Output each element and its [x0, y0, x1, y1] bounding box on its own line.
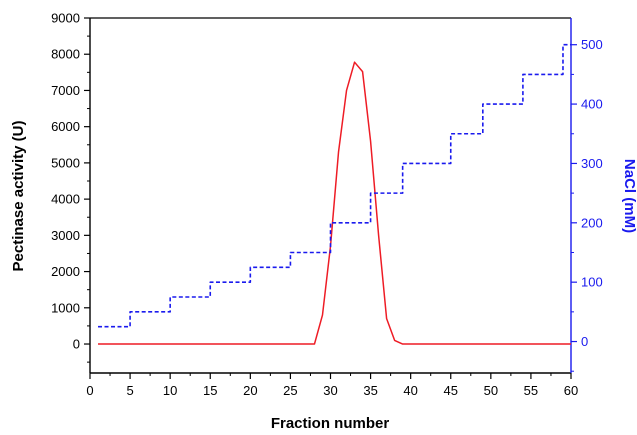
x-tick-label: 5 [126, 383, 133, 398]
x-tick-label: 40 [403, 383, 417, 398]
x-tick-label: 30 [323, 383, 337, 398]
x-axis: 0 5 10 15 20 25 30 35 40 45 50 55 60 [86, 373, 578, 398]
y-left-tick-label: 5000 [51, 155, 80, 170]
y-left-tick-label: 8000 [51, 47, 80, 62]
plot-frame [89, 17, 572, 374]
y-left-tick-label: 2000 [51, 264, 80, 279]
x-tick-label: 55 [524, 383, 538, 398]
x-axis-title: Fraction number [271, 415, 390, 432]
x-tick-label: 60 [564, 383, 578, 398]
y-left-tick-label: 4000 [51, 192, 80, 207]
x-tick-label: 15 [203, 383, 217, 398]
y-right-tick-label: 100 [581, 275, 603, 290]
y-left-tick-label: 6000 [51, 119, 80, 134]
y-axis-right-title: NaCl (mM) [621, 159, 637, 233]
y-left-tick-label: 3000 [51, 228, 80, 243]
y-right-tick-label: 400 [581, 97, 603, 112]
pectinase-activity-series [98, 61, 571, 345]
x-tick-label: 20 [243, 383, 257, 398]
series-layer [98, 43, 571, 345]
y-right-tick-label: 300 [581, 156, 603, 171]
y-left-tick-label: 9000 [51, 11, 80, 26]
y-left-tick-label: 1000 [51, 300, 80, 315]
x-tick-label: 45 [444, 383, 458, 398]
y-axis-left: 0 1000 2000 3000 4000 5000 6000 7000 8000 9000 [51, 11, 90, 363]
x-tick-label: 10 [163, 383, 177, 398]
y-right-tick-label: 500 [581, 37, 603, 52]
y-right-tick-label: 0 [581, 334, 588, 349]
y-left-tick-label: 7000 [51, 83, 80, 98]
nacl-gradient-series [98, 43, 571, 328]
y-axis-left-title: Pectinase activity (U) [10, 121, 27, 272]
y-axis-right: 0 100 200 300 400 500 [571, 37, 603, 372]
y-left-tick-label: 0 [73, 337, 80, 352]
x-tick-label: 35 [363, 383, 377, 398]
x-tick-label: 25 [283, 383, 297, 398]
x-tick-label: 0 [86, 383, 93, 398]
x-tick-label: 50 [484, 383, 498, 398]
y-right-tick-label: 200 [581, 215, 603, 230]
